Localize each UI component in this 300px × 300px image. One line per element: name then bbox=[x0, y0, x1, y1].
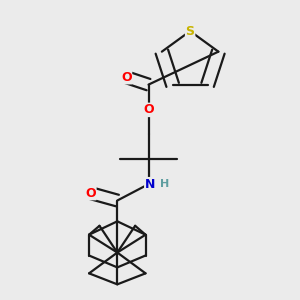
Text: S: S bbox=[186, 25, 195, 38]
Text: O: O bbox=[85, 187, 96, 200]
Text: O: O bbox=[121, 71, 131, 84]
Text: N: N bbox=[145, 178, 155, 191]
Text: H: H bbox=[160, 179, 170, 189]
Text: O: O bbox=[143, 103, 154, 116]
